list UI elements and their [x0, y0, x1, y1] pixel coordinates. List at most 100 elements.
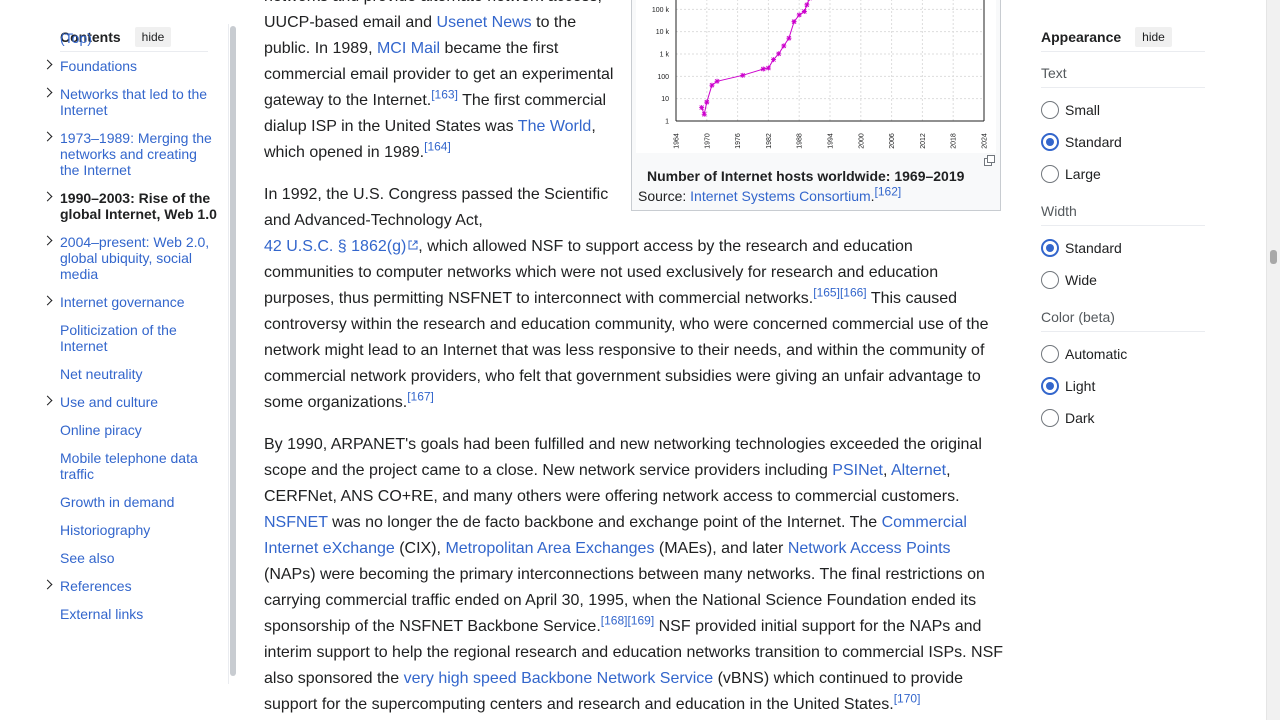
toc-item[interactable]: (Top): [48, 30, 218, 46]
link-network-access-points[interactable]: Network Access Points: [787, 540, 951, 557]
toc-item-label: Internet governance: [60, 294, 185, 310]
radio-button[interactable]: [1041, 345, 1059, 363]
appearance-option[interactable]: Light: [1041, 370, 1205, 402]
data-point: [709, 82, 715, 88]
ref-164[interactable]: [164]: [424, 139, 451, 154]
appearance-option[interactable]: Standard: [1041, 126, 1205, 158]
radio-button[interactable]: [1041, 377, 1059, 395]
appearance-options: Small Standard Large: [1041, 94, 1205, 190]
toc-item[interactable]: Mobile telephone data traffic: [48, 450, 218, 482]
link-nsfnet[interactable]: NSFNET: [264, 514, 328, 531]
data-point: [776, 51, 782, 57]
chevron-right-icon[interactable]: [42, 87, 54, 99]
toc-item-label: (Top): [60, 30, 92, 46]
caption-title: Number of Internet hosts worldwide: 1969…: [647, 168, 965, 184]
toc-item-label: 1973–1989: Merging the networks and crea…: [60, 130, 212, 178]
toc-item[interactable]: Internet governance: [48, 294, 218, 310]
paragraph-arpanet-end: By 1990, ARPANET's goals had been fulfil…: [264, 432, 1004, 718]
appearance-panel: Appearance hide Text Small Standard Large Wi…: [1041, 22, 1205, 434]
chevron-right-icon[interactable]: [42, 579, 54, 591]
toc-item[interactable]: Net neutrality: [48, 366, 218, 382]
toc-item[interactable]: 1973–1989: Merging the networks and crea…: [48, 130, 218, 178]
appearance-hide-button[interactable]: hide: [1135, 26, 1172, 47]
chevron-right-icon[interactable]: [42, 131, 54, 143]
appearance-header: Appearance hide: [1041, 22, 1205, 52]
data-point: [796, 12, 802, 18]
radio-button[interactable]: [1041, 101, 1059, 119]
toc-scrollbar-thumb[interactable]: [230, 26, 236, 676]
toc-item[interactable]: See also: [48, 550, 218, 566]
toc-item-label: Foundations: [60, 58, 138, 74]
radio-button[interactable]: [1041, 165, 1059, 183]
toc-item[interactable]: References: [48, 578, 218, 594]
toc-item[interactable]: 1990–2003: Rise of the global Internet, …: [48, 190, 218, 222]
ref-169[interactable]: [169]: [627, 613, 655, 628]
x-tick-label: 1976: [735, 133, 742, 149]
text-run: In 1992, the U.S. Congress passed the Sc…: [264, 182, 614, 234]
appearance-option[interactable]: Dark: [1041, 402, 1205, 434]
chevron-right-icon[interactable]: [42, 191, 54, 203]
page-scrollbar[interactable]: [1266, 0, 1280, 720]
link-commercial-internet-exchange[interactable]: Commercial Internet eXchange: [264, 514, 967, 557]
chevron-right-icon[interactable]: [42, 395, 54, 407]
ref-162[interactable]: [162]: [874, 184, 902, 199]
toc-item[interactable]: Online piracy: [48, 422, 218, 438]
x-tick-label: 2000: [858, 133, 865, 149]
toc-scrollbar[interactable]: [228, 24, 237, 684]
toc-item-label: Net neutrality: [60, 366, 143, 382]
link-alternet[interactable]: Alternet: [890, 462, 947, 479]
toc-item[interactable]: Networks that led to the Internet: [48, 86, 218, 118]
x-tick-label: 1964: [674, 133, 681, 149]
ref-166[interactable]: [166]: [839, 285, 867, 300]
toc-item[interactable]: Foundations: [48, 58, 218, 74]
link-internet-systems-consortium[interactable]: Internet Systems Consortium: [690, 188, 871, 204]
link-usenet-news[interactable]: Usenet News: [436, 14, 532, 31]
chevron-right-icon[interactable]: [42, 295, 54, 307]
figure-internet-hosts: 1 10 100 1 k 10 k 100 k 1964 1970 1976 1982 1988 19…: [631, 0, 1001, 211]
ref-168[interactable]: [168]: [600, 613, 628, 628]
text-run: By 1990, ARPANET's goals had been fulfil…: [264, 436, 982, 479]
chevron-right-icon[interactable]: [42, 235, 54, 247]
radio-button[interactable]: [1041, 409, 1059, 427]
link-vbns[interactable]: very high speed Backbone Network Service: [403, 670, 714, 687]
text-run: ,: [882, 462, 891, 479]
link-metropolitan-area-exchanges[interactable]: Metropolitan Area Exchanges: [445, 540, 655, 557]
radio-button[interactable]: [1041, 133, 1059, 151]
toc-item[interactable]: External links: [48, 606, 218, 622]
appearance-option[interactable]: Large: [1041, 158, 1205, 190]
paragraph-commercial-isps: networks and provide alternate network a…: [264, 0, 614, 166]
figure-image[interactable]: 1 10 100 1 k 10 k 100 k 1964 1970 1976 1982 1988 19…: [636, 0, 996, 153]
caption-source-suffix: .: [870, 188, 875, 204]
toc-item[interactable]: Use and culture: [48, 394, 218, 410]
appearance-option[interactable]: Standard: [1041, 232, 1205, 264]
text-run: (CIX),: [394, 540, 446, 557]
appearance-option[interactable]: Automatic: [1041, 338, 1205, 370]
appearance-group: Text Small Standard Large: [1041, 65, 1205, 190]
chevron-right-icon[interactable]: [42, 59, 54, 71]
toc-hide-button[interactable]: hide: [134, 26, 172, 47]
radio-button[interactable]: [1041, 239, 1059, 257]
ref-163[interactable]: [163]: [431, 87, 458, 102]
appearance-option[interactable]: Wide: [1041, 264, 1205, 296]
enlarge-icon[interactable]: [984, 155, 995, 166]
appearance-option[interactable]: Small: [1041, 94, 1205, 126]
toc-item[interactable]: 2004–present: Web 2.0, global ubiquity, …: [48, 234, 218, 282]
link-mci-mail[interactable]: MCI Mail: [376, 40, 441, 57]
toc-item[interactable]: Growth in demand: [48, 494, 218, 510]
radio-button[interactable]: [1041, 271, 1059, 289]
y-tick-label: 100 k: [652, 7, 670, 14]
link-the-world[interactable]: The World: [517, 118, 592, 135]
toc-item-label: Historiography: [60, 522, 151, 538]
toc-item-label: References: [60, 578, 132, 594]
ref-167[interactable]: [167]: [407, 389, 434, 404]
link-psinet[interactable]: PSINet: [832, 462, 883, 479]
internet-hosts-chart: 1 10 100 1 k 10 k 100 k 1964 1970 1976 1982 1988 19…: [652, 0, 989, 149]
text-run: , which allowed NSF to support access by…: [264, 238, 939, 307]
text-run: networks and provide alternate network a…: [264, 0, 602, 31]
link-42-usc-1862g[interactable]: 42 U.S.C. § 1862(g): [264, 238, 418, 255]
page-scrollbar-thumb[interactable]: [1270, 250, 1277, 264]
toc-item[interactable]: Politicization of the Internet: [48, 322, 218, 354]
ref-165[interactable]: [165]: [813, 285, 840, 300]
ref-170[interactable]: [170]: [893, 691, 921, 706]
toc-item[interactable]: Historiography: [48, 522, 218, 538]
